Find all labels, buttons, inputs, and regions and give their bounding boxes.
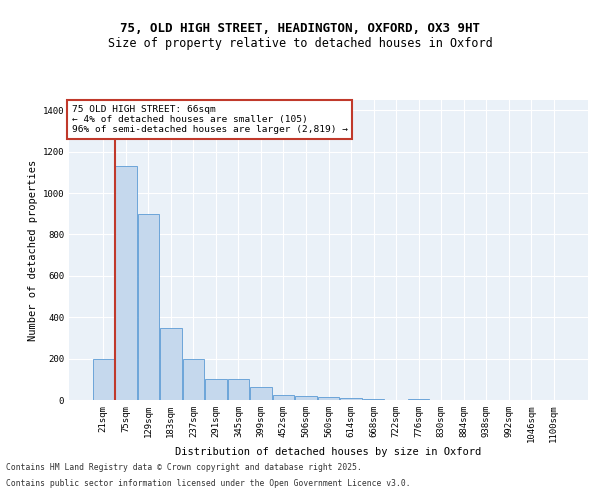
Bar	[340, 398, 362, 400]
Bar	[182, 358, 204, 400]
Bar	[363, 399, 384, 400]
Bar	[160, 328, 182, 400]
Bar	[115, 166, 137, 400]
Bar	[318, 397, 339, 400]
Text: 75, OLD HIGH STREET, HEADINGTON, OXFORD, OX3 9HT: 75, OLD HIGH STREET, HEADINGTON, OXFORD,…	[120, 22, 480, 36]
Text: 75 OLD HIGH STREET: 66sqm
← 4% of detached houses are smaller (105)
96% of semi-: 75 OLD HIGH STREET: 66sqm ← 4% of detach…	[71, 104, 347, 134]
Text: Size of property relative to detached houses in Oxford: Size of property relative to detached ho…	[107, 38, 493, 51]
Bar	[137, 214, 159, 400]
Bar	[295, 396, 317, 400]
Bar	[250, 386, 272, 400]
X-axis label: Distribution of detached houses by size in Oxford: Distribution of detached houses by size …	[175, 446, 482, 456]
Bar	[408, 399, 429, 400]
Bar	[92, 358, 114, 400]
Bar	[273, 395, 294, 400]
Text: Contains public sector information licensed under the Open Government Licence v3: Contains public sector information licen…	[6, 478, 410, 488]
Y-axis label: Number of detached properties: Number of detached properties	[28, 160, 38, 340]
Text: Contains HM Land Registry data © Crown copyright and database right 2025.: Contains HM Land Registry data © Crown c…	[6, 464, 362, 472]
Bar	[205, 380, 227, 400]
Bar	[228, 380, 249, 400]
